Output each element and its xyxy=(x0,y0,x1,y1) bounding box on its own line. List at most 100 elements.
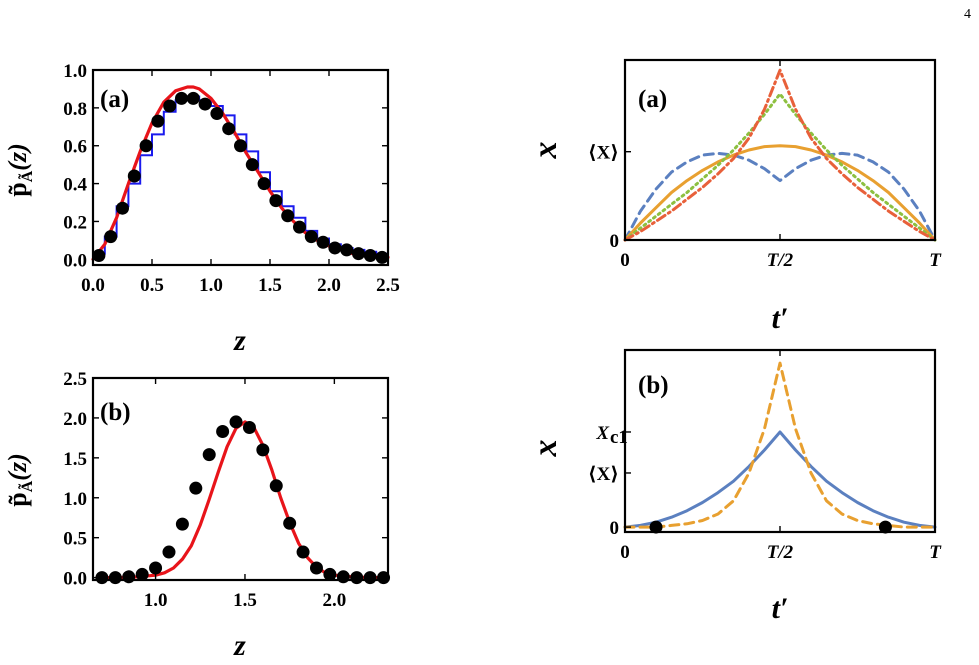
svg-text:p̃Ã(z): p̃Ã(z) xyxy=(3,143,36,196)
series-line xyxy=(623,151,937,242)
x-tick-label: 1.5 xyxy=(233,590,257,611)
y-axis-label-argument: (z) xyxy=(3,453,32,480)
histogram-bin xyxy=(199,100,211,265)
x-tick-label: 1.5 xyxy=(258,275,282,296)
panel-label: (a) xyxy=(638,86,667,113)
x-tick-label: 2.5 xyxy=(376,275,400,296)
y-tick-label: 2.0 xyxy=(63,409,87,430)
x-axis-label: z xyxy=(233,324,246,357)
chart-right-a: 0 T/2 T 0 ⟨X⟩ (a) t′ x xyxy=(527,58,942,335)
data-point xyxy=(245,158,259,172)
data-point xyxy=(189,481,203,495)
panel-label: (b) xyxy=(638,372,669,399)
y-axis-label-argument: (z) xyxy=(3,143,32,170)
series-line xyxy=(623,68,937,242)
chart-left-b: 1.0 1.5 2.0 0.0 0.5 1.0 1.5 2.0 2.5 (b) z p̃Ã(z… xyxy=(3,369,391,662)
data-point xyxy=(151,114,165,128)
y-tick-label: 1.0 xyxy=(63,61,87,82)
data-point xyxy=(242,421,256,435)
page-number: 4 xyxy=(964,7,971,22)
y-tick-label: 0 xyxy=(610,518,620,539)
data-point xyxy=(210,107,224,121)
y-axis-label-subscript: Ã xyxy=(17,170,36,182)
y-tick-label-subscript: c1 xyxy=(610,427,628,448)
x-tick-label: 0 xyxy=(620,542,630,563)
data-point xyxy=(340,243,354,257)
data-point xyxy=(336,570,350,584)
x-tick-label: 2.0 xyxy=(322,590,346,611)
x-tick-label: 0.5 xyxy=(140,275,164,296)
series-line xyxy=(100,420,390,580)
panel-label: (b) xyxy=(100,399,131,426)
x-tick-label: T xyxy=(929,250,942,271)
y-axis-label: p̃Ã(z) xyxy=(3,453,36,506)
data-point xyxy=(309,561,323,575)
y-axis-label: x xyxy=(527,440,564,458)
data-point xyxy=(281,209,295,223)
svg-text:p̃Ã(z): p̃Ã(z) xyxy=(3,453,36,506)
y-tick-label: X xyxy=(595,423,610,444)
y-tick-label: 0 xyxy=(610,231,620,252)
y-tick-label: 2.5 xyxy=(63,369,87,390)
data-point xyxy=(269,479,283,493)
data-point xyxy=(229,415,243,429)
x-axis-label: z xyxy=(233,629,246,662)
histogram-bin xyxy=(187,97,199,265)
data-point xyxy=(283,516,297,530)
y-tick-label: 1.0 xyxy=(63,489,87,510)
data-point xyxy=(878,520,892,534)
data-point xyxy=(216,424,230,438)
data-point xyxy=(127,169,141,183)
x-axis-label: t′ xyxy=(772,592,789,625)
histogram-bin xyxy=(152,134,164,265)
y-tick-label: 0.8 xyxy=(63,99,87,120)
data-point xyxy=(162,545,176,559)
x-axis-label: t′ xyxy=(772,302,789,335)
data-point xyxy=(108,571,122,585)
data-point xyxy=(316,235,330,249)
data-point xyxy=(222,122,236,136)
series-line xyxy=(623,361,937,529)
series-line xyxy=(623,144,937,242)
data-point xyxy=(116,201,129,215)
x-tick-label: T/2 xyxy=(767,250,794,271)
histogram-bin xyxy=(235,134,247,265)
histogram-bin xyxy=(164,112,176,265)
data-point xyxy=(649,520,663,534)
y-tick-label: 0.0 xyxy=(63,250,87,271)
data-point xyxy=(328,241,342,255)
data-point xyxy=(293,220,306,234)
data-point xyxy=(198,97,212,111)
data-point xyxy=(363,249,377,263)
x-tick-label: T xyxy=(929,542,942,563)
data-point xyxy=(122,570,136,584)
data-point xyxy=(186,91,200,105)
data-point xyxy=(375,250,389,264)
histogram-bin xyxy=(128,184,140,265)
y-axis-label: p̃Ã(z) xyxy=(3,143,36,196)
data-point xyxy=(175,91,188,105)
y-tick-label: 0.4 xyxy=(63,175,87,196)
x-tick-label: 1.0 xyxy=(199,275,223,296)
data-point xyxy=(234,139,247,153)
data-point xyxy=(135,567,149,581)
data-point xyxy=(363,571,377,585)
y-tick-label: ⟨X⟩ xyxy=(588,143,619,164)
y-tick-label: 0.0 xyxy=(63,569,87,590)
histogram-bin xyxy=(176,100,188,265)
y-axis-label-subscript: Ã xyxy=(17,480,36,492)
y-axis-label-symbol: p̃ xyxy=(3,182,32,196)
series-line xyxy=(623,92,937,242)
x-tick-label: 1.0 xyxy=(144,590,168,611)
data-point xyxy=(323,567,337,581)
x-tick-label: T/2 xyxy=(767,542,794,563)
data-point xyxy=(257,177,271,191)
data-point xyxy=(149,561,163,575)
y-tick-label: 0.6 xyxy=(63,137,87,158)
y-axis-label: x xyxy=(527,142,564,160)
histogram-bin xyxy=(211,106,223,265)
y-axis-label-symbol: p̃ xyxy=(3,492,32,506)
data-point xyxy=(269,194,283,208)
y-tick-label: 0.5 xyxy=(63,529,87,550)
